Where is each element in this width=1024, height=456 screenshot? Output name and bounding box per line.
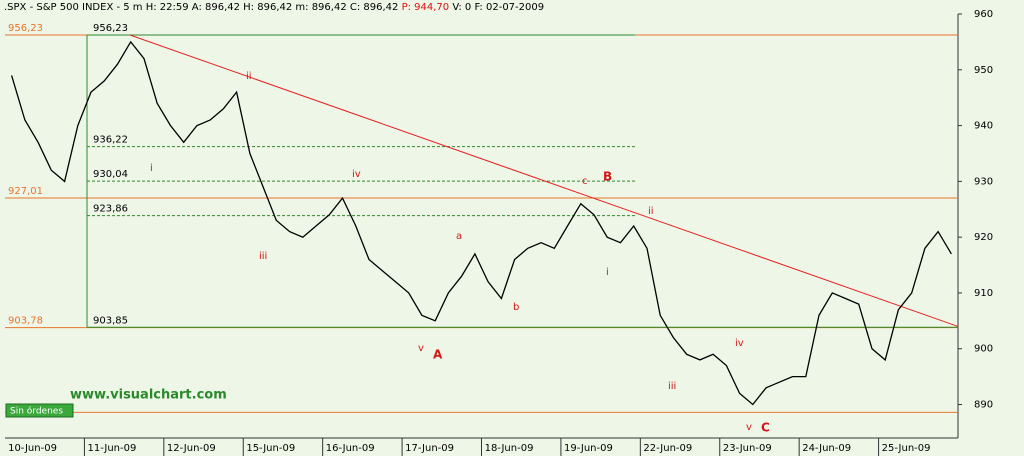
x-tick-label: 18-Jun-09 bbox=[485, 443, 534, 454]
wave-label: v bbox=[746, 422, 752, 433]
wave-label: b bbox=[513, 302, 519, 313]
wave-label: v bbox=[418, 343, 424, 354]
header-info: .SPX - S&P 500 INDEX - 5 m H: 22:59 A: 8… bbox=[4, 2, 398, 13]
y-tick-label: 890 bbox=[974, 400, 993, 411]
wave-label: B bbox=[603, 170, 612, 184]
x-tick-label: 23-Jun-09 bbox=[723, 443, 772, 454]
x-tick-label: 22-Jun-09 bbox=[643, 443, 692, 454]
y-tick-label: 920 bbox=[974, 232, 993, 243]
x-tick-label: 24-Jun-09 bbox=[802, 443, 851, 454]
y-tick-label: 930 bbox=[974, 176, 993, 187]
wave-label: c bbox=[582, 176, 588, 187]
wave-label: ii bbox=[648, 206, 654, 217]
y-tick-label: 940 bbox=[974, 121, 993, 132]
trend-line bbox=[129, 34, 959, 327]
button-label[interactable]: Sin órdenes bbox=[10, 406, 63, 417]
y-tick-label: 900 bbox=[974, 344, 993, 355]
wave-label: A bbox=[433, 348, 443, 362]
y-tick-label: 960 bbox=[974, 9, 993, 20]
wave-label: ii bbox=[246, 71, 252, 82]
watermark: www.visualchart.com bbox=[70, 388, 227, 403]
x-tick-label: 19-Jun-09 bbox=[564, 443, 613, 454]
x-tick-label: 12-Jun-09 bbox=[167, 443, 216, 454]
button[interactable] bbox=[5, 403, 74, 418]
wave-label: i bbox=[150, 163, 153, 174]
x-tick-label: 25-Jun-09 bbox=[882, 443, 931, 454]
wave-label: iv bbox=[735, 338, 744, 349]
x-tick-label: 10-Jun-09 bbox=[8, 443, 57, 454]
y-tick-label: 950 bbox=[974, 65, 993, 76]
fib-label: 903,85 bbox=[93, 315, 128, 326]
wave-label: iii bbox=[668, 381, 676, 392]
y-tick-label: 910 bbox=[974, 288, 993, 299]
level-label: 903,78 bbox=[8, 316, 43, 327]
header-price: P: 944,70 bbox=[402, 2, 450, 13]
fib-label: 930,04 bbox=[93, 169, 128, 180]
x-tick-label: 16-Jun-09 bbox=[326, 443, 375, 454]
x-tick-label: 11-Jun-09 bbox=[88, 443, 137, 454]
wave-label: C bbox=[761, 421, 770, 435]
wave-label: iv bbox=[352, 169, 361, 180]
x-tick-label: 15-Jun-09 bbox=[246, 443, 295, 454]
header-date: V: 0 F: 02-07-2009 bbox=[452, 2, 544, 13]
header: .SPX - S&P 500 INDEX - 5 m H: 22:59 A: 8… bbox=[4, 2, 544, 13]
wave-label: a bbox=[456, 231, 462, 242]
fib-label: 936,22 bbox=[93, 135, 128, 146]
fib-label: 956,23 bbox=[93, 23, 128, 34]
wave-label: iii bbox=[259, 251, 267, 262]
level-label: 927,01 bbox=[8, 186, 43, 197]
wave-label: i bbox=[606, 267, 609, 278]
level-label: 956,23 bbox=[8, 23, 43, 34]
price-line bbox=[10, 40, 952, 406]
x-tick-label: 17-Jun-09 bbox=[405, 443, 454, 454]
fib-label: 923,86 bbox=[93, 204, 128, 215]
